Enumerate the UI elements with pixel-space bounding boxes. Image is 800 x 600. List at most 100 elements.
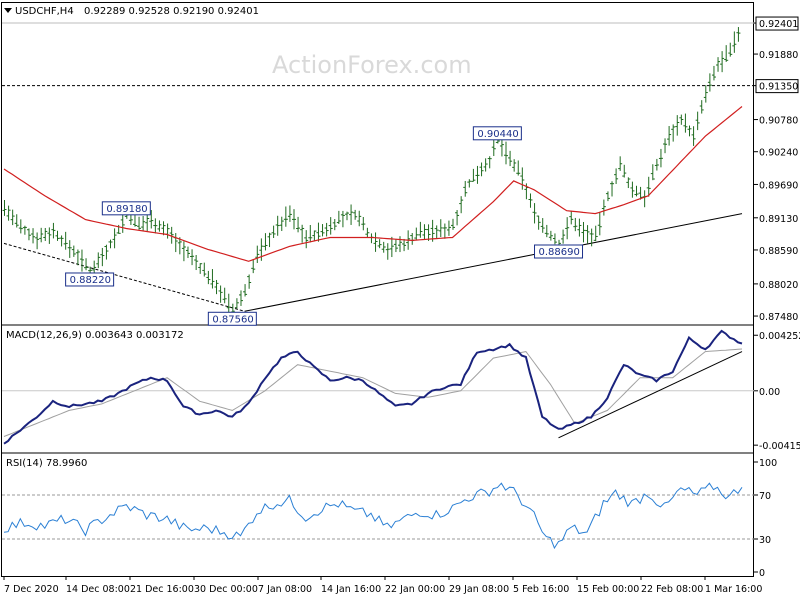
price-bar [324, 222, 329, 237]
price-bar [255, 245, 260, 263]
price-bar [728, 42, 733, 57]
price-bar [349, 204, 354, 225]
price-bar [716, 57, 721, 72]
price-bar [2, 200, 7, 216]
price-bar [104, 244, 109, 260]
moving-average-line [3, 106, 743, 262]
price-bar [414, 227, 419, 241]
annotation-box [101, 201, 151, 216]
annotation-box [207, 311, 257, 326]
price-bar [711, 65, 716, 81]
price-bar [552, 233, 557, 245]
macd-line [3, 329, 743, 445]
price-bar [581, 221, 586, 243]
price-bar [422, 224, 427, 240]
price-tick-label: 0.91350 [759, 82, 798, 93]
price-bar [84, 258, 89, 271]
dashed-levels [2, 22, 754, 87]
price-bar [22, 225, 27, 235]
macd-trend-line [558, 351, 743, 439]
price-bar [695, 111, 700, 131]
price-annotation: 0.90440 [472, 126, 522, 141]
price-tick-label: 0.90240 [759, 148, 798, 159]
price-axis: 0.92401 0.91880 0.91350 0.90780 0.90240 0.896… [754, 16, 799, 323]
price-bar [663, 138, 668, 154]
price-bar [491, 138, 496, 157]
price-tick-label: 0.87480 [759, 312, 798, 323]
price-bar [691, 126, 696, 146]
time-tick-label: 22 Jan 00:00 [385, 584, 445, 595]
price-bar [597, 211, 602, 236]
price-bar [296, 216, 301, 233]
price-bar [402, 238, 407, 252]
time-tick-label: 5 Feb 16:00 [513, 584, 569, 595]
annotation-label: 0.87560 [212, 314, 253, 325]
price-bar [658, 148, 663, 168]
rsi-line [3, 482, 743, 550]
price-bar [108, 239, 113, 249]
price-bar [300, 224, 305, 243]
price-bar [149, 210, 154, 229]
price-bar [565, 217, 570, 240]
annotation-box [65, 272, 115, 287]
price-bar [504, 141, 509, 165]
time-tick-label: 1 Mar 16:00 [705, 584, 762, 595]
ohlc-values: 0.92289 0.92528 0.92190 0.92401 [84, 6, 259, 17]
price-bar [361, 217, 366, 231]
price-bar [479, 162, 484, 177]
annotation-label: 0.88220 [70, 275, 111, 286]
price-bar [271, 225, 276, 239]
price-bar [667, 126, 672, 146]
time-tick-label: 22 Feb 08:00 [641, 584, 703, 595]
price-bar [426, 224, 431, 241]
price-bar [332, 218, 337, 231]
price-bar [438, 219, 443, 238]
price-bar [10, 209, 15, 226]
price-bar [51, 222, 56, 239]
price-bar [202, 262, 207, 277]
price-bar [548, 230, 553, 241]
price-bar [226, 293, 231, 314]
price-bar [687, 125, 692, 137]
price-bar [536, 215, 541, 230]
price-bar [430, 219, 435, 242]
price-bar [59, 235, 64, 247]
price-bar [463, 180, 468, 197]
price-bar [732, 31, 737, 53]
price-bar [679, 114, 684, 125]
price-bar [316, 222, 321, 242]
price-bar [112, 228, 117, 249]
price-bar [703, 85, 708, 103]
time-tick-label: 14 Dec 08:00 [66, 584, 130, 595]
price-tick-label: 0.91880 [759, 50, 798, 61]
annotation-label: 0.89180 [106, 204, 147, 215]
price-bar [512, 159, 517, 172]
price-bar [194, 254, 199, 271]
time-tick-label: 7 Dec 2020 [4, 584, 59, 595]
price-bar [283, 206, 288, 227]
price-bar [683, 113, 688, 133]
price-bar [569, 210, 574, 225]
price-bar [398, 236, 403, 253]
price-bar [291, 209, 296, 230]
price-bar [128, 214, 133, 225]
trend-lines [3, 213, 743, 312]
price-bar [573, 217, 578, 232]
price-bar [145, 214, 150, 232]
price-bar [6, 205, 11, 221]
price-bar [198, 263, 203, 274]
price-bar [177, 237, 182, 255]
price-bar [650, 164, 655, 181]
price-bar [357, 210, 362, 227]
price-bar [736, 27, 741, 42]
price-bar [614, 168, 619, 184]
price-bar [308, 224, 313, 243]
price-bar [14, 214, 19, 228]
price-bar [169, 226, 174, 244]
price-bar [585, 225, 590, 244]
price-bar [39, 227, 44, 243]
price-bar [646, 176, 651, 197]
time-tick-label: 30 Dec 00:00 [194, 584, 258, 595]
price-bar [675, 115, 680, 136]
